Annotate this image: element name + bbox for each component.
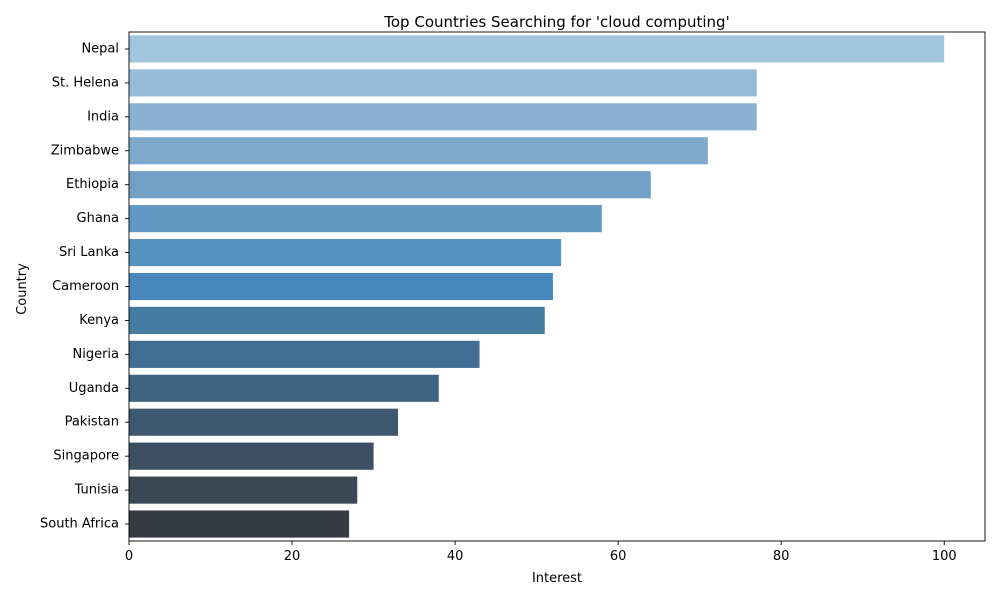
x-tick-label: 20 <box>284 549 301 564</box>
y-tick-label: Kenya <box>79 313 119 328</box>
bar-zimbabwe <box>129 137 708 165</box>
chart-title: Top Countries Searching for 'cloud compu… <box>383 13 729 31</box>
bar-south-africa <box>129 510 350 538</box>
bar-st-helena <box>129 69 757 97</box>
bar-kenya <box>129 306 545 335</box>
y-tick-label: St. Helena <box>52 75 119 90</box>
y-tick-label: South Africa <box>40 517 119 532</box>
x-tick-label: 60 <box>610 549 627 564</box>
bar-uganda <box>129 374 439 402</box>
y-axis-ticks: Nepal St. Helena India Zimbabwe Ethiopia Ghan… <box>40 41 129 532</box>
y-tick-label: Cameroon <box>52 279 119 294</box>
y-tick-label: Ghana <box>77 211 120 226</box>
bar-tunisia <box>129 476 358 504</box>
y-tick-label: Singapore <box>53 449 119 464</box>
x-axis-title: Interest <box>532 571 582 586</box>
bar-nepal <box>129 35 945 63</box>
bar-sri-lanka <box>129 238 562 267</box>
x-tick-label: 100 <box>932 549 957 564</box>
y-tick-label: Nepal <box>81 41 119 56</box>
bars-group <box>129 35 945 538</box>
bar-india <box>129 103 757 131</box>
y-tick-label: Zimbabwe <box>51 143 119 158</box>
bar-ghana <box>129 205 602 233</box>
y-tick-label: Nigeria <box>72 347 119 362</box>
y-tick-label: Pakistan <box>65 415 119 430</box>
x-tick-label: 80 <box>773 549 790 564</box>
y-tick-label: Ethiopia <box>66 177 119 192</box>
bar-pakistan <box>129 408 399 436</box>
bar-nigeria <box>129 340 480 368</box>
bar-cameroon <box>129 272 553 301</box>
x-tick-label: 0 <box>125 549 133 564</box>
bar-ethiopia <box>129 171 651 199</box>
bar-singapore <box>129 442 374 470</box>
plot-frame <box>128 31 986 542</box>
x-tick-label: 40 <box>447 549 464 564</box>
y-tick-label: Tunisia <box>74 483 119 498</box>
y-axis-title: Country <box>15 263 30 315</box>
x-axis-ticks: 0 20 40 60 80 100 <box>125 541 957 564</box>
y-tick-label: Sri Lanka <box>59 245 119 260</box>
y-tick-label: Uganda <box>69 381 119 396</box>
y-tick-label: India <box>87 109 119 124</box>
